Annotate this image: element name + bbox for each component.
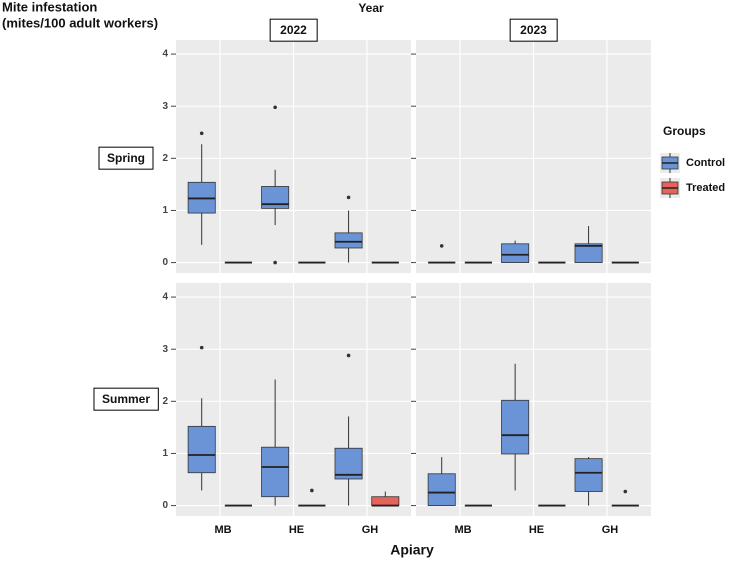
y-tick-label: 1 (162, 205, 168, 216)
outlier (273, 260, 277, 265)
box (371, 496, 400, 506)
x-tick-label: MB (215, 524, 232, 536)
box (427, 473, 456, 506)
outlier (310, 488, 314, 493)
box (574, 458, 603, 492)
box (334, 232, 363, 249)
box (334, 447, 363, 480)
y-tick-label: 4 (162, 292, 168, 303)
strip-box (93, 387, 159, 411)
y-tick-label: 2 (162, 396, 168, 407)
column-strip-label: 2023 (520, 23, 547, 37)
strip-box (98, 146, 154, 170)
row-strip-label: Spring (107, 151, 145, 165)
legend-label: Treated (686, 182, 725, 194)
legend-label: Control (686, 157, 725, 169)
outlier (346, 353, 351, 358)
strip-box (509, 18, 558, 42)
y-tick-label: 0 (162, 257, 168, 268)
outlier (623, 489, 628, 494)
x-axis-title: Apiary (390, 542, 434, 558)
legend-title: Groups (663, 124, 706, 138)
outlier (199, 345, 204, 350)
outlier (439, 244, 444, 248)
x-tick-label: HE (529, 524, 544, 536)
box (261, 446, 290, 498)
y-axis-title: Mite infestation (2, 0, 97, 14)
x-tick-label: HE (289, 524, 304, 536)
outlier (346, 195, 351, 200)
chart-title: Year (358, 1, 384, 15)
box (261, 186, 290, 209)
outlier (199, 131, 204, 136)
column-strip-label: 2022 (280, 23, 307, 37)
y-tick-label: 0 (162, 500, 168, 511)
x-tick-label: GH (362, 524, 379, 536)
y-tick-label: 3 (162, 344, 168, 355)
box (501, 399, 530, 455)
box (187, 425, 216, 474)
y-tick-label: 2 (162, 153, 168, 164)
y-tick-label: 4 (162, 49, 168, 60)
box (574, 243, 603, 263)
row-strip-label: Summer (102, 392, 150, 406)
x-tick-label: MB (455, 524, 472, 536)
outlier (273, 105, 277, 110)
y-tick-label: 3 (162, 101, 168, 112)
x-tick-label: GH (602, 524, 619, 536)
box (501, 243, 530, 263)
strip-box (269, 18, 318, 42)
y-tick-label: 1 (162, 448, 168, 459)
y-axis-title: (mites/100 adult workers) (2, 15, 158, 30)
